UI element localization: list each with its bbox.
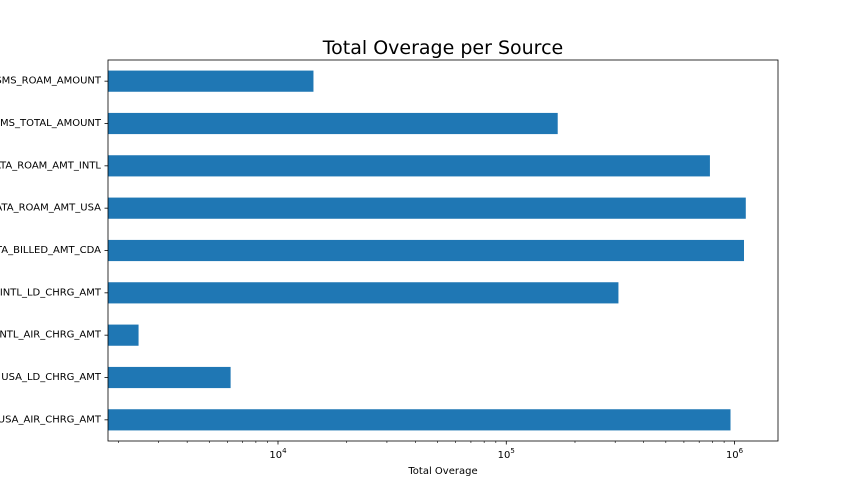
bar-sms-total-amount [108, 112, 558, 135]
x-axis-ticks: 104 105 106 [118, 441, 744, 461]
category-label: DATA_ROAM_AMT_INTL [0, 160, 101, 171]
category-label: SMS_ROAM_AMOUNT [0, 76, 102, 87]
category-label: INTL_AIR_CHRG_AMT [0, 330, 102, 341]
category-labels: SMS_ROAM_AMOUNT SMS_TOTAL_AMOUNT DATA_ROAM… [0, 76, 108, 425]
x-axis-label: Total Overage [407, 466, 477, 477]
category-label: SMS_TOTAL_AMOUNT [0, 118, 102, 129]
bar-data-roam-amt-usa [108, 197, 746, 219]
x-tick-label: 104 [269, 447, 287, 461]
category-label: USA_LD_CHRG_AMT [1, 372, 102, 383]
bar-intl-ld-chrg-amt [108, 282, 619, 304]
bar-usa-ld-chrg-amt [108, 366, 231, 389]
category-label: INTL_LD_CHRG_AMT [0, 287, 102, 298]
bar-sms-roam-amount [108, 70, 314, 92]
x-tick-label: 106 [726, 447, 744, 461]
bar-data-billed-amt-cda [108, 239, 744, 262]
category-label: DATA_ROAM_AMT_USA [0, 203, 101, 214]
bars-layer [108, 70, 746, 431]
category-label: DATA_BILLED_AMT_CDA [0, 245, 101, 256]
bar-usa-air-chrg-amt [108, 409, 731, 431]
bar-data-roam-amt-intl [108, 155, 710, 177]
chart-title: Total Overage per Source [322, 37, 563, 59]
x-tick-label: 105 [498, 447, 515, 461]
bar-intl-air-chrg-amt [108, 324, 139, 346]
category-label: USA_AIR_CHRG_AMT [0, 414, 102, 425]
